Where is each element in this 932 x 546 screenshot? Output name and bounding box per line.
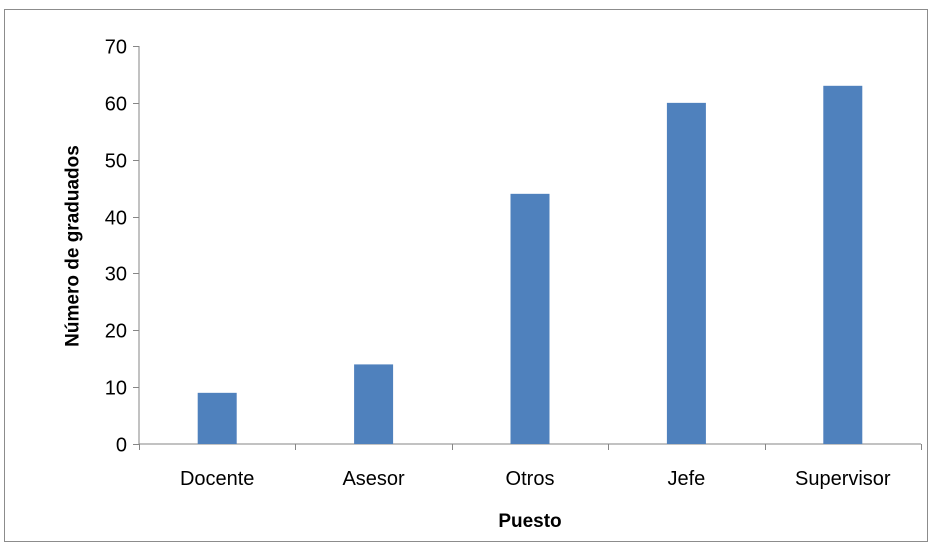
x-tick-label: Docente: [180, 468, 255, 490]
chart-frame: [4, 9, 928, 542]
bar-otros: [510, 193, 550, 444]
bar-jefe: [666, 102, 706, 444]
y-axis-title: Número de graduados: [63, 145, 84, 347]
x-tick-labels: Docente Asesor Otros Jefe Supervisor: [180, 468, 891, 490]
x-tick-label: Supervisor: [795, 468, 891, 490]
y-tick-label: 50: [105, 151, 127, 173]
y-tick-label: 40: [105, 208, 127, 230]
y-tick-label: 30: [105, 264, 127, 286]
y-tick-labels: 0 10 20 30 40 50 60 70: [105, 37, 127, 457]
y-tick-label: 0: [116, 435, 127, 457]
bar-asesor: [354, 364, 394, 444]
bars: [197, 85, 863, 445]
x-tick-label: Jefe: [667, 468, 705, 490]
y-tick-label: 70: [105, 37, 127, 59]
x-tick-label: Asesor: [342, 468, 405, 490]
x-axis-title: Puesto: [498, 511, 561, 532]
bar-docente: [197, 392, 237, 444]
x-tick-label: Otros: [506, 468, 555, 490]
y-tick-label: 60: [105, 94, 127, 116]
bar-supervisor: [823, 85, 863, 445]
y-tick-label: 20: [105, 321, 127, 343]
y-tick-label: 10: [105, 378, 127, 400]
